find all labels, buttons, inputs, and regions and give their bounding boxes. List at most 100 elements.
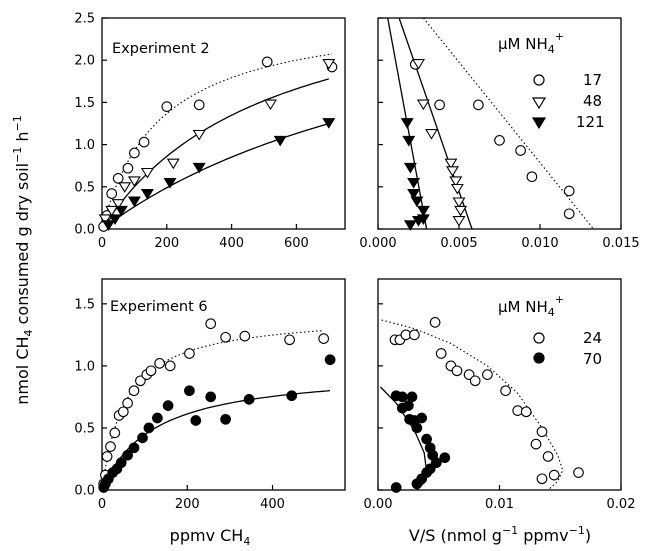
legend-label-70: 70 [583, 350, 602, 368]
legend-label-17: 17 [583, 71, 602, 89]
data-point-48 [140, 167, 154, 179]
data-point-24 [500, 385, 511, 397]
x-tick-label: 0.01 [485, 497, 514, 512]
panel-title-top-left: Experiment 2 [112, 41, 210, 57]
legend-marker-triangle-filled [531, 117, 547, 130]
panel-title-bottom-left: Experiment 6 [110, 299, 208, 315]
data-point-121 [192, 162, 206, 174]
data-point-17 [122, 162, 134, 174]
x-tick-label: 0 [98, 497, 106, 512]
data-point-17 [261, 56, 273, 68]
fit-line-48 [102, 78, 329, 229]
data-point-17 [563, 185, 575, 197]
fit-line-70 [102, 389, 331, 490]
data-point-24 [105, 441, 116, 452]
fit-line-48 [398, 18, 473, 229]
x-tick-label: 600 [284, 236, 309, 251]
legend-bottom-heading: μM NH4+ [498, 293, 564, 319]
data-point-48 [452, 197, 466, 209]
data-point-17 [112, 173, 124, 184]
data-point-48 [444, 158, 458, 170]
legend-top-heading: μM NH4+ [498, 30, 564, 56]
data-point-17 [515, 145, 526, 156]
data-point-70 [122, 449, 133, 461]
x-tick-label: 0.00 [364, 497, 393, 512]
data-point-24 [109, 427, 121, 439]
y-tick-label: 0.5 [74, 421, 95, 436]
data-point-48 [454, 205, 468, 217]
data-point-70 [190, 415, 202, 426]
data-point-70 [406, 391, 418, 403]
data-point-24 [117, 406, 129, 418]
plot-frame [101, 17, 346, 230]
data-point-70 [396, 391, 408, 403]
data-point-17 [563, 208, 575, 220]
data-point-17 [161, 101, 173, 112]
data-point-24 [184, 348, 195, 359]
legend-marker-circle-open [533, 74, 545, 86]
y-axis-label: nmol CH4 consumed g dry soil−1 h−1 [11, 115, 35, 404]
data-point-48 [105, 205, 119, 217]
data-point-17 [193, 99, 205, 111]
data-point-48 [118, 182, 132, 193]
data-point-70 [286, 390, 298, 402]
data-point-24 [536, 473, 548, 485]
y-tick-label: 0.5 [74, 180, 95, 195]
data-point-24 [154, 358, 165, 369]
data-point-70 [411, 422, 423, 434]
plot-frame [377, 17, 622, 230]
data-point-121 [403, 162, 417, 174]
x-tick-label: 200 [154, 236, 179, 251]
data-point-48 [416, 99, 430, 111]
fit-line-17 [102, 53, 333, 229]
data-point-17 [129, 147, 140, 159]
data-point-17 [526, 171, 538, 183]
data-point-24 [164, 360, 176, 372]
plot-frame [101, 278, 346, 491]
legend-marker-triangle-open [531, 97, 547, 110]
data-point-121 [273, 135, 287, 147]
data-point-48 [452, 216, 466, 227]
panel-bottom-left: 0 200 400 0.0 0.5 1.0 1.5 [74, 278, 346, 512]
data-point-48 [111, 199, 125, 210]
data-point-24 [145, 365, 157, 377]
x-tick-label: 0.02 [607, 497, 636, 512]
data-point-121 [127, 196, 141, 208]
data-point-70 [128, 442, 140, 454]
data-point-24 [318, 333, 330, 344]
data-point-121 [400, 118, 414, 129]
data-point-48 [192, 129, 206, 141]
x-tick-label: 0.000 [359, 236, 396, 251]
data-point-70 [152, 412, 163, 424]
data-point-48 [449, 176, 463, 187]
data-point-24 [122, 397, 133, 409]
data-point-121 [108, 214, 122, 225]
legend-marker-circle-open [533, 332, 545, 344]
data-point-70 [439, 452, 451, 464]
x-tick-label: 400 [219, 236, 244, 251]
fit-line-24 [381, 319, 564, 490]
data-point-24 [220, 331, 231, 343]
x-axis-label-bottom-right: V/S (nmol g−1 ppmv−1) [409, 524, 591, 545]
data-point-70 [416, 412, 428, 424]
x-tick-label: 0.015 [602, 236, 639, 251]
legend-label-48: 48 [583, 92, 602, 110]
fit-line-17 [422, 18, 594, 229]
data-point-24 [469, 375, 481, 387]
data-point-70 [184, 385, 195, 397]
data-point-70 [324, 354, 336, 366]
data-point-17 [473, 99, 484, 111]
data-point-48 [322, 59, 336, 70]
x-axis-label-bottom-left: ppmv CH4 [170, 526, 251, 548]
x-tick-label: 0.010 [521, 236, 558, 251]
data-point-48 [166, 158, 180, 170]
data-point-24 [128, 385, 140, 397]
data-point-121 [410, 196, 424, 208]
data-point-24 [409, 329, 420, 341]
data-point-24 [573, 467, 584, 478]
y-tick-label: 1.5 [74, 297, 95, 312]
x-tick-label: 0.005 [440, 236, 477, 251]
data-point-24 [205, 318, 217, 330]
data-point-70 [390, 482, 402, 493]
legend-label-24: 24 [583, 329, 602, 347]
